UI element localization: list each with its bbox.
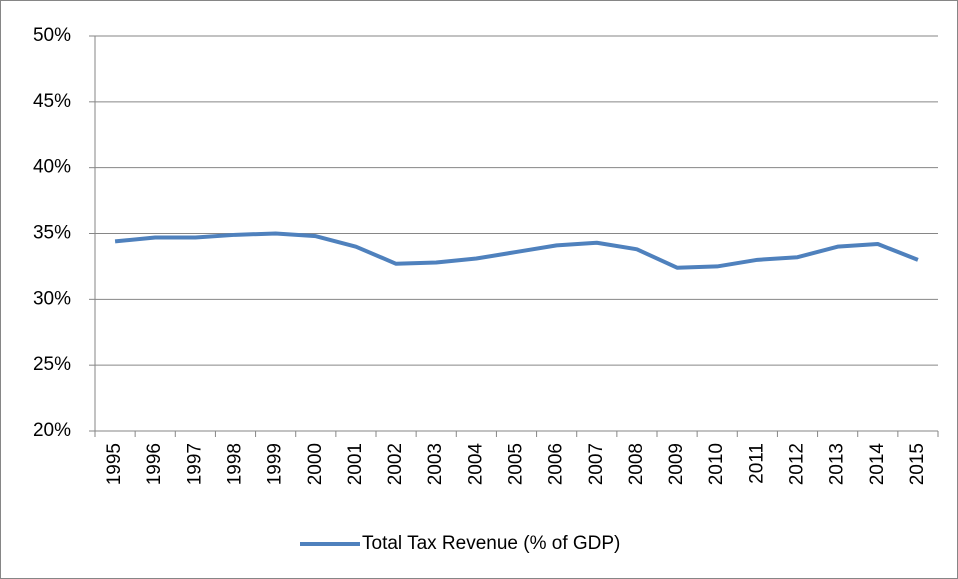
x-tick-label: 2006 bbox=[546, 443, 567, 485]
x-tick-label: 2009 bbox=[666, 443, 687, 485]
y-tick-label: 35% bbox=[33, 223, 71, 244]
x-tick-label: 2001 bbox=[345, 443, 366, 485]
x-tick-label: 2008 bbox=[626, 443, 647, 485]
y-tick-label: 40% bbox=[33, 157, 71, 178]
x-tick-label: 2011 bbox=[746, 443, 767, 484]
x-tick-label: 2003 bbox=[425, 443, 446, 485]
x-tick-label: 2014 bbox=[867, 443, 888, 486]
x-tick-label: 2000 bbox=[305, 443, 326, 485]
x-tick-label: 2010 bbox=[706, 443, 727, 485]
legend-label: Total Tax Revenue (% of GDP) bbox=[362, 533, 620, 554]
x-tick-label: 1998 bbox=[225, 443, 246, 485]
x-tick-label: 2005 bbox=[506, 443, 527, 485]
data-line bbox=[114, 231, 919, 270]
x-tick-label: 2015 bbox=[907, 443, 928, 485]
x-tick-label: 2007 bbox=[586, 443, 607, 485]
y-tick-label: 45% bbox=[33, 91, 71, 112]
x-tick-label: 2012 bbox=[787, 443, 808, 485]
y-tick-label: 20% bbox=[33, 420, 71, 441]
x-tick-label: 1995 bbox=[104, 443, 125, 485]
x-tick-label: 1997 bbox=[184, 443, 205, 485]
x-tick-label: 1996 bbox=[144, 443, 165, 485]
x-tick-label: 2004 bbox=[465, 443, 486, 486]
x-tick-label: 1999 bbox=[265, 443, 286, 485]
y-tick-label: 30% bbox=[33, 288, 71, 309]
x-tick-label: 2002 bbox=[385, 443, 406, 485]
x-tick-label: 2013 bbox=[827, 443, 848, 485]
y-tick-label: 50% bbox=[33, 25, 71, 46]
y-tick-label: 25% bbox=[33, 354, 71, 375]
